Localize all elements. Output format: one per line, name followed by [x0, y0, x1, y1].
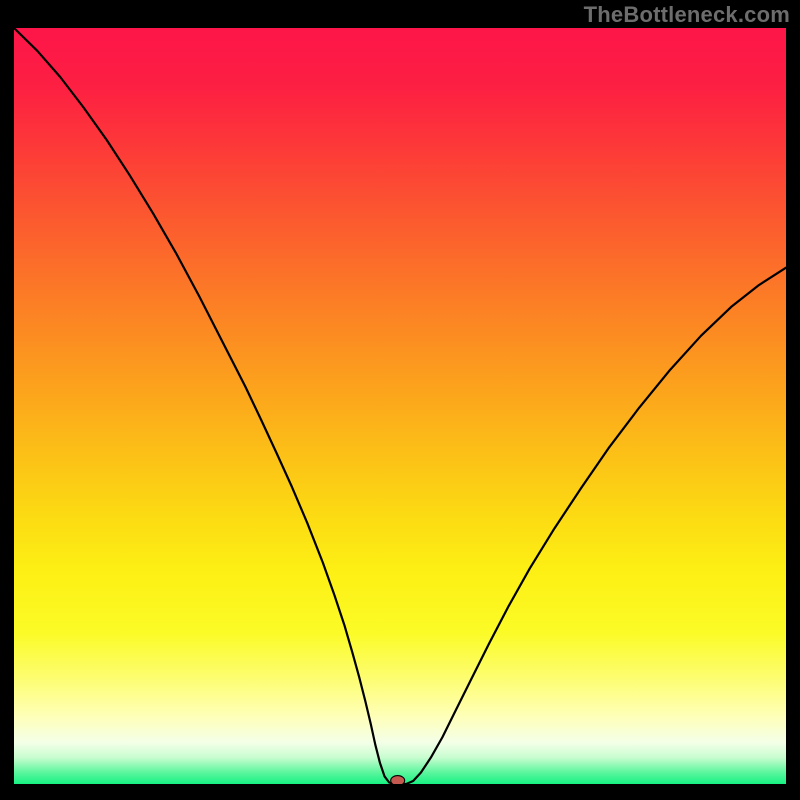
watermark-text: TheBottleneck.com — [584, 2, 790, 28]
gradient-background — [14, 28, 786, 784]
min-marker — [391, 776, 405, 784]
chart-stage: TheBottleneck.com — [0, 0, 800, 800]
bottleneck-curve-chart — [14, 28, 786, 784]
